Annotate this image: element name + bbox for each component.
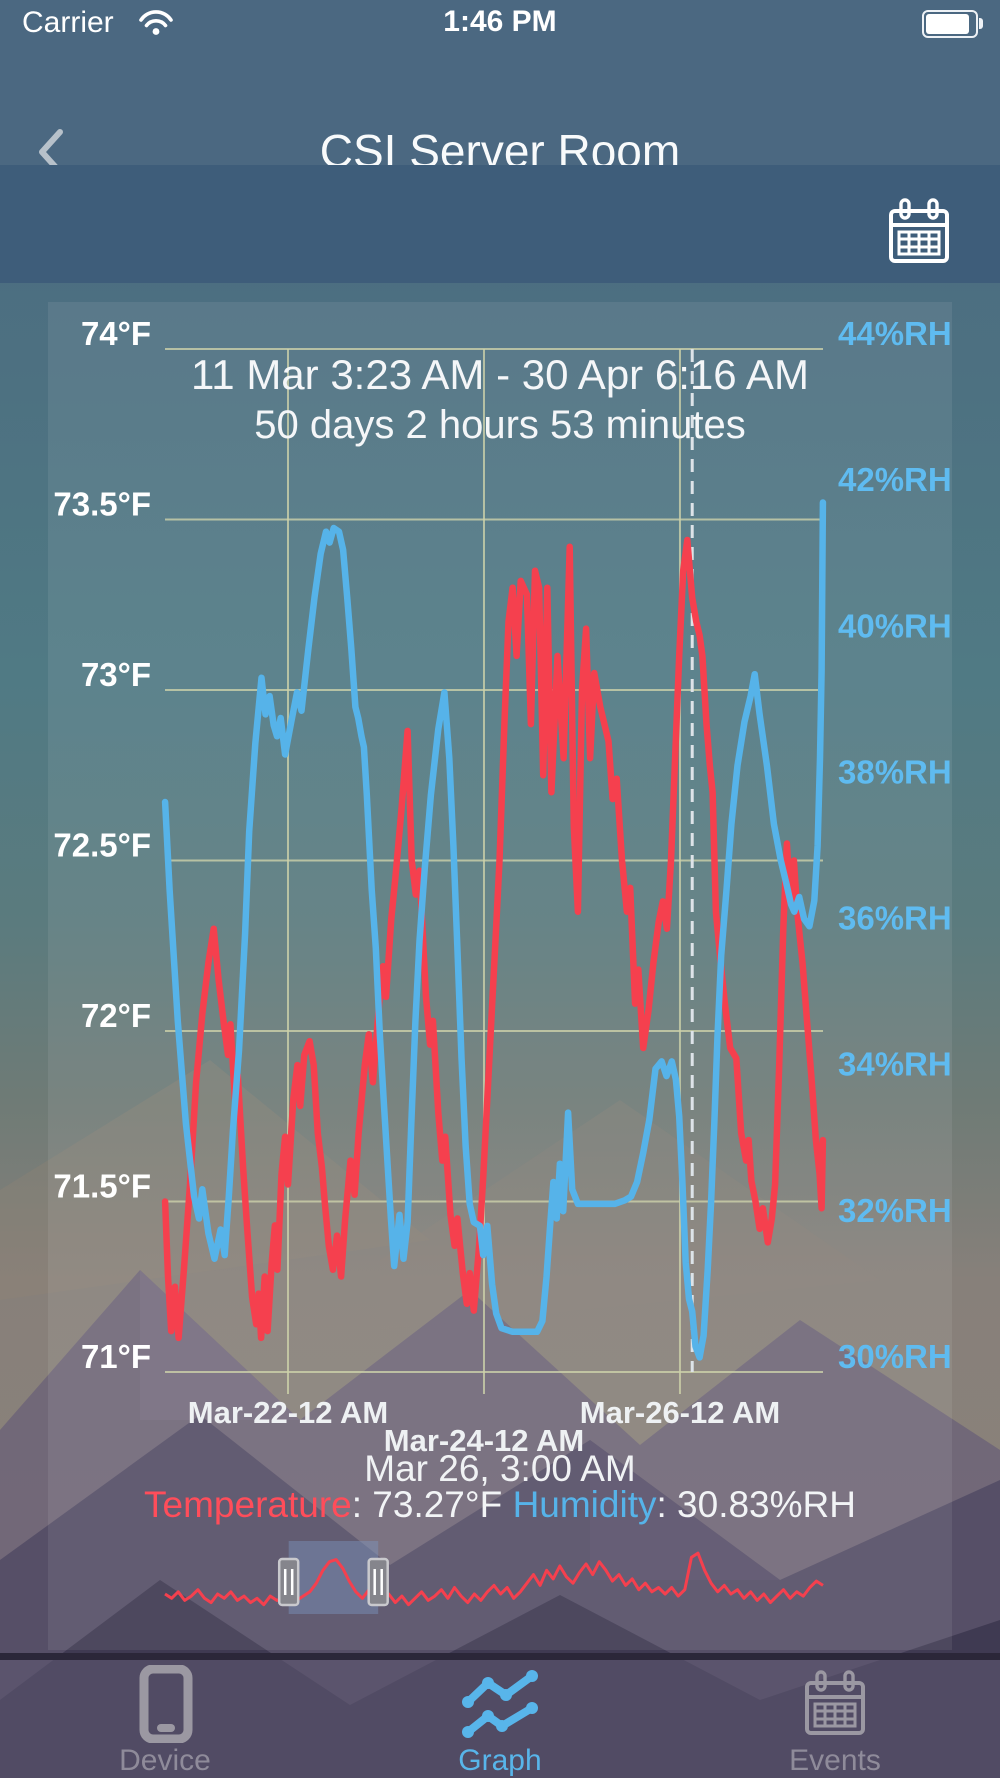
temp-axis-label: 71.5°F <box>53 1168 151 1205</box>
tooltip-humidity-label: Humidity <box>512 1484 657 1525</box>
humidity-axis-label: 42%RH <box>838 461 952 498</box>
calendar-button[interactable] <box>888 197 950 267</box>
humidity-axis-label: 44%RH <box>838 315 952 352</box>
tooltip-humidity-value: : 30.83%RH <box>656 1484 856 1525</box>
tooltip-date: Mar 26, 3:00 AM <box>364 1448 636 1489</box>
tooltip-temperature-value: : 73.27°F <box>351 1484 513 1525</box>
tab-graph-label: Graph <box>458 1744 542 1777</box>
humidity-axis-label: 32%RH <box>838 1192 952 1229</box>
temp-axis-label: 72°F <box>81 997 151 1034</box>
duration-label: 50 days 2 hours 53 minutes <box>254 403 746 447</box>
humidity-axis-label: 36%RH <box>838 900 952 937</box>
tab-device-label: Device <box>119 1744 211 1777</box>
range-handle-right[interactable] <box>367 1557 389 1607</box>
humidity-axis-label: 30%RH <box>838 1338 952 1375</box>
wifi-icon <box>139 10 173 35</box>
humidity-axis-label: 40%RH <box>838 607 952 644</box>
temp-axis-label: 74°F <box>81 315 151 352</box>
x-axis-label: Mar-24-12 AM <box>384 1423 584 1458</box>
humidity-axis-label: 34%RH <box>838 1046 952 1083</box>
battery-icon <box>922 10 983 38</box>
temp-axis-label: 73.5°F <box>53 486 151 523</box>
temp-axis-label: 72.5°F <box>53 827 151 864</box>
carrier-label: Carrier <box>22 6 114 39</box>
tab-graph[interactable]: Graph <box>390 1666 610 1778</box>
nav-bar: CSI Server Room <box>0 44 1000 177</box>
temp-axis-label: 71°F <box>81 1338 151 1375</box>
clock: 1:46 PM <box>443 5 557 38</box>
device-icon <box>139 1665 193 1743</box>
date-range-label: 11 Mar 3:23 AM - 30 Apr 6:16 AM <box>191 351 809 398</box>
x-axis-label: Mar-22-12 AM <box>188 1395 388 1430</box>
temp-axis-label: 73°F <box>81 656 151 693</box>
tab-bar: Device Graph <box>0 1653 1000 1778</box>
date-header: 11 Mar 3:23 AM - 30 Apr 6:16 AM 50 days … <box>0 165 1000 447</box>
tab-device[interactable]: Device <box>55 1665 275 1778</box>
range-handle-left[interactable] <box>277 1557 300 1607</box>
humidity-line <box>161 499 827 1361</box>
selection-window[interactable] <box>288 1541 379 1614</box>
events-icon <box>805 1670 865 1735</box>
graph-icon <box>462 1670 538 1738</box>
tab-events-label: Events <box>789 1744 881 1777</box>
mini-temperature-line[interactable] <box>164 1551 824 1607</box>
tooltip-readings: Temperature: 73.27°F Humidity: 30.83%RH <box>48 1484 952 1526</box>
x-axis-label: Mar-26-12 AM <box>580 1395 780 1430</box>
tab-events[interactable]: Events <box>725 1666 945 1778</box>
humidity-axis-label: 38%RH <box>838 753 952 790</box>
status-bar: Carrier 1:46 PM <box>0 0 1000 44</box>
tooltip-temperature-label: Temperature <box>144 1484 352 1525</box>
